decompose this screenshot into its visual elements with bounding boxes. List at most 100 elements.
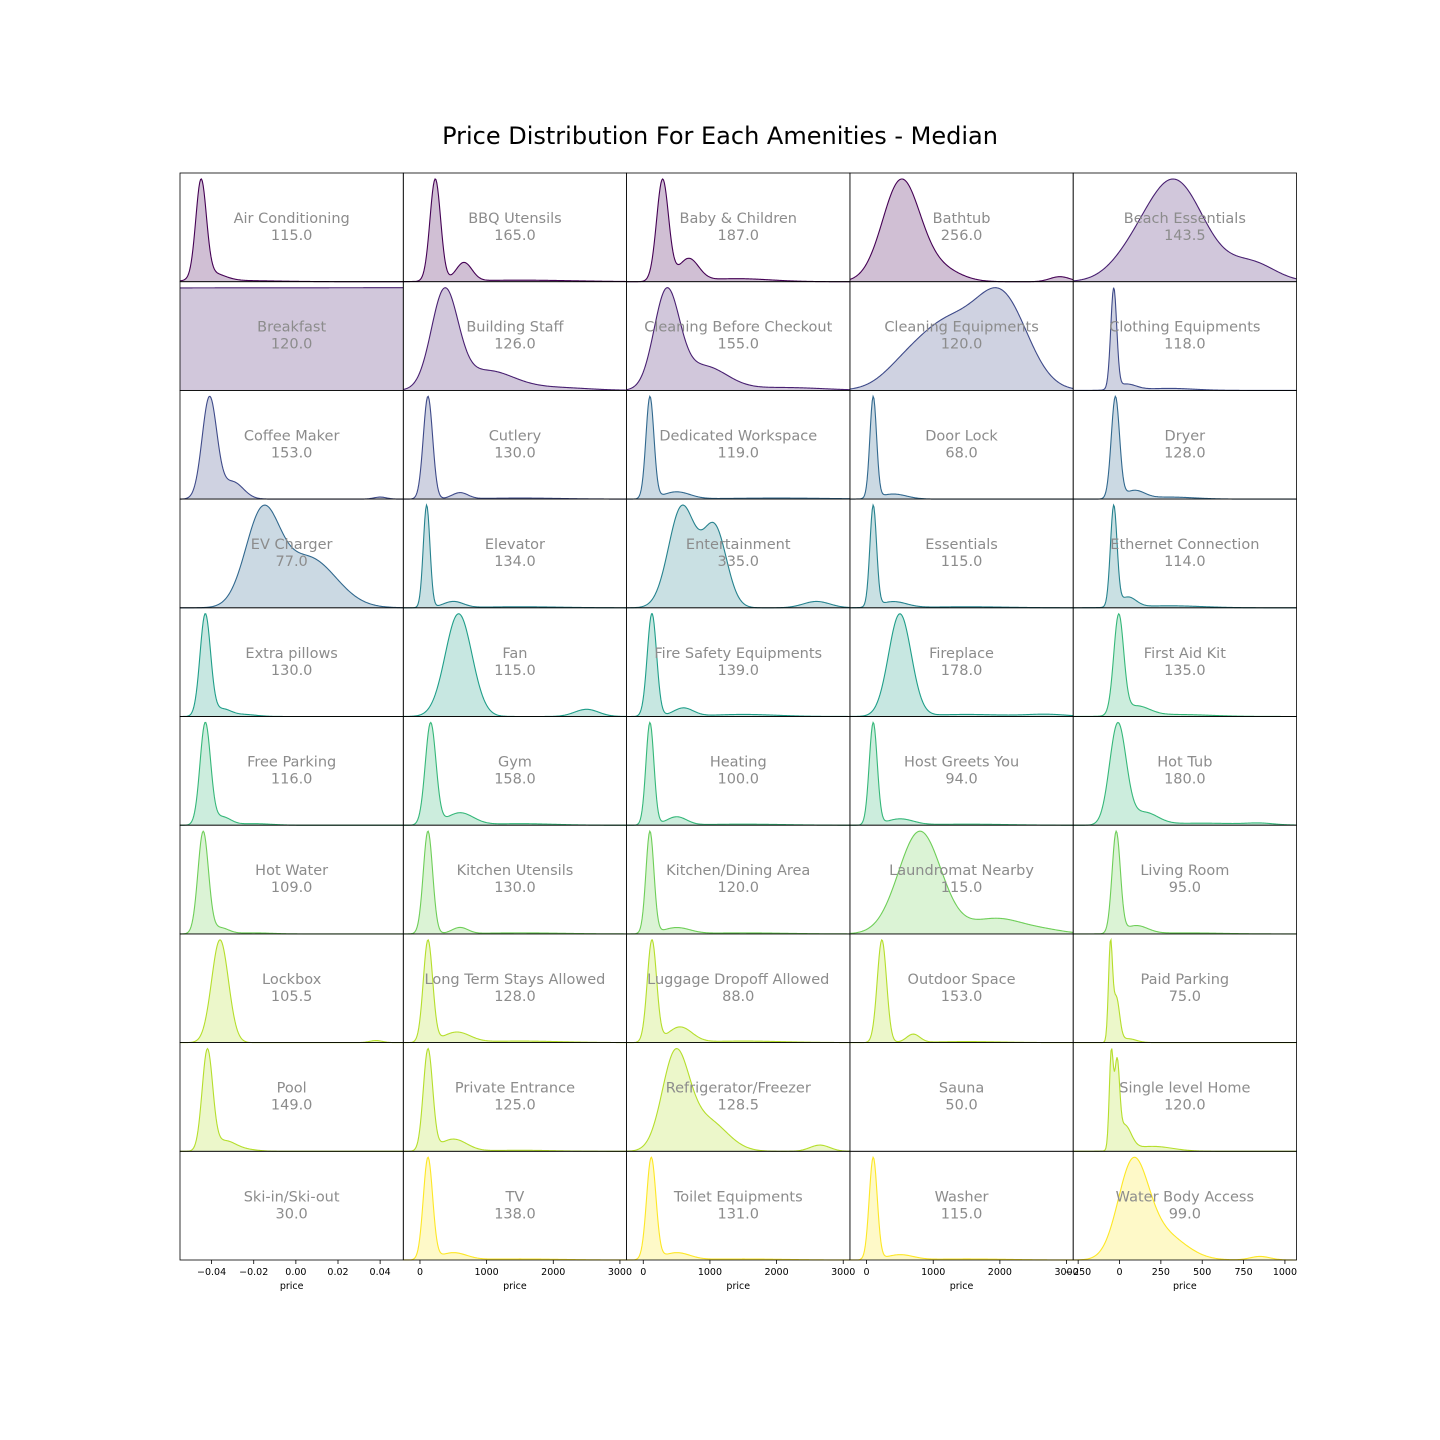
- density-area: [1073, 179, 1297, 282]
- panel-median: 105.5: [271, 989, 313, 1005]
- panel-label: Washer: [935, 1189, 989, 1205]
- panel-label: Kitchen/Dining Area: [666, 863, 810, 879]
- panel-median: 165.0: [494, 228, 536, 244]
- panel-median: 120.0: [271, 337, 313, 353]
- panel-label: BBQ Utensils: [468, 211, 562, 227]
- panel-label: Toilet Equipments: [673, 1189, 803, 1205]
- density-area: [626, 1048, 850, 1152]
- panel-label: Fireplace: [929, 646, 994, 662]
- panel-label: Sauna: [939, 1081, 984, 1097]
- panel-label: Lockbox: [262, 972, 322, 988]
- panel-label: Living Room: [1140, 863, 1229, 879]
- panel-median: 128.0: [1164, 445, 1206, 461]
- density-line: [626, 287, 850, 391]
- density-area: [403, 179, 627, 282]
- density-area: [403, 1157, 627, 1260]
- density-area: [626, 722, 850, 826]
- x-tick-label: 500: [1193, 1267, 1211, 1278]
- panel-median: 120.0: [941, 337, 983, 353]
- panel-label: Cleaning Before Checkout: [644, 320, 832, 336]
- panel-label: Fan: [502, 646, 527, 662]
- panel-median: 95.0: [1169, 880, 1201, 896]
- panel-label: First Aid Kit: [1144, 646, 1226, 662]
- panel-median: 126.0: [494, 337, 536, 353]
- panel-label: Water Body Access: [1116, 1189, 1254, 1205]
- panel-median: 99.0: [1169, 1206, 1201, 1222]
- density-line: [849, 613, 1074, 718]
- density-area: [849, 831, 1074, 934]
- density-line: [403, 287, 627, 391]
- panel-median: 155.0: [717, 337, 759, 353]
- panel-median: 128.0: [494, 989, 536, 1005]
- panel-label: Laundromat Nearby: [889, 863, 1034, 879]
- x-tick-label: 2000: [541, 1267, 565, 1278]
- panel-label: Kitchen Utensils: [457, 863, 574, 879]
- panel-label: Extra pillows: [245, 646, 337, 662]
- panel-label: Baby & Children: [680, 211, 797, 227]
- x-axis-label: price: [503, 1281, 527, 1292]
- panel-median: 109.0: [271, 880, 313, 896]
- panel-label: Clothing Equipments: [1109, 320, 1260, 336]
- panel-label: Luggage Dropoff Allowed: [647, 972, 829, 988]
- density-line: [849, 287, 1074, 390]
- density-area: [180, 613, 404, 717]
- panel-median: 256.0: [941, 228, 983, 244]
- panel-median: 131.0: [717, 1206, 759, 1222]
- density-line: [626, 1048, 850, 1152]
- x-tick-label: 3000: [1054, 1267, 1078, 1278]
- panel-label: Host Greets You: [904, 755, 1019, 771]
- panel-median: 335.0: [717, 554, 759, 570]
- panel-median: 30.0: [276, 1206, 308, 1222]
- x-tick-label: 0: [640, 1267, 646, 1278]
- density-area: [626, 831, 850, 934]
- panel-label: Free Parking: [247, 755, 336, 771]
- panel-median: 118.0: [1164, 337, 1206, 353]
- x-tick-label: 0: [417, 1267, 423, 1278]
- x-axis-label: price: [726, 1281, 750, 1292]
- panel-frame: [1072, 1150, 1297, 1261]
- panel-label: Single level Home: [1119, 1081, 1250, 1097]
- panel-label: Beach Essentials: [1124, 211, 1246, 227]
- panel-median: 128.5: [717, 1098, 759, 1114]
- x-tick-label: 3000: [608, 1267, 632, 1278]
- panel-label: Air Conditioning: [234, 211, 350, 227]
- density-area: [849, 287, 1074, 391]
- density-line: [1073, 1156, 1297, 1261]
- panel-median: 135.0: [1164, 663, 1206, 679]
- panel-median: 138.0: [494, 1206, 536, 1222]
- panel-label: Refrigerator/Freezer: [666, 1081, 811, 1097]
- panel-label: Dedicated Workspace: [659, 428, 817, 444]
- density-area: [403, 396, 627, 500]
- x-tick-label: 0.00: [285, 1267, 306, 1278]
- density-area: [849, 722, 1074, 826]
- density-area: [626, 287, 850, 391]
- panel-median: 115.0: [494, 663, 536, 679]
- x-tick-label: 3000: [831, 1267, 855, 1278]
- x-tick-label: −0.04: [197, 1267, 226, 1278]
- panel-median: 187.0: [717, 228, 759, 244]
- panel-median: 100.0: [717, 772, 759, 788]
